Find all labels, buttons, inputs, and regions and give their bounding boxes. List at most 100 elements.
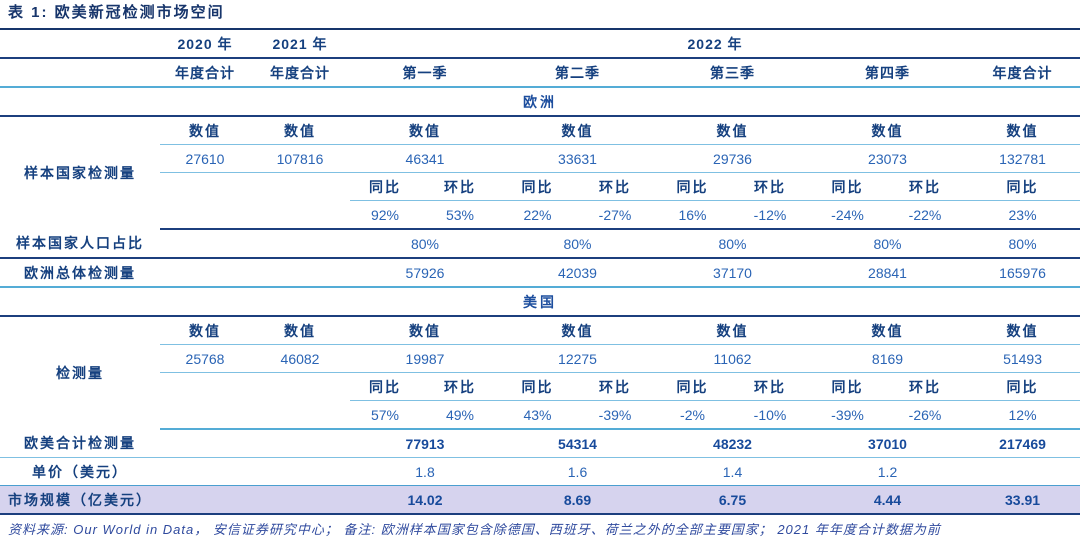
header-year-row: 2020 年 2021 年 2022 年 bbox=[0, 30, 1080, 59]
data-table: 2020 年 2021 年 2022 年 年度合计 年度合计 第一季 第二季 第… bbox=[0, 30, 1080, 515]
value-header: 数值 bbox=[500, 316, 655, 345]
yoy-header: 同比 bbox=[655, 172, 730, 201]
europe-pop-q3: 80% bbox=[655, 229, 810, 259]
europe-q2-yoy: 22% bbox=[500, 200, 575, 230]
us-tests-q2: 12275 bbox=[500, 344, 655, 373]
us-tests-q3: 11062 bbox=[655, 344, 810, 373]
section-title-europe: 欧洲 bbox=[0, 87, 1080, 117]
value-header: 数值 bbox=[965, 316, 1080, 345]
europe-sample-tests-label: 样本国家检测量 bbox=[24, 165, 136, 181]
europe-population-row: 样本国家人口占比 80% 80% 80% 80% 80% bbox=[0, 229, 1080, 259]
europe-pop-q1: 80% bbox=[350, 229, 500, 259]
cell-empty bbox=[160, 173, 250, 201]
cell-empty bbox=[250, 373, 350, 401]
cell-empty bbox=[0, 58, 160, 88]
section-title-us: 美国 bbox=[0, 287, 1080, 317]
value-header: 数值 bbox=[500, 116, 655, 145]
market-size-row: 市场规模（亿美元） 14.02 8.69 6.75 4.44 33.91 bbox=[0, 485, 1080, 515]
yoy-header: 同比 bbox=[500, 372, 575, 401]
cell-empty bbox=[250, 200, 350, 230]
combined-q2: 54314 bbox=[500, 429, 655, 458]
cell-empty bbox=[250, 485, 350, 515]
value-header: 数值 bbox=[810, 316, 965, 345]
cell-empty bbox=[250, 429, 350, 458]
europe-growth-values-row: 92% 53% 22% -27% 16% -12% -24% -22% 23% bbox=[0, 200, 1080, 230]
value-header: 数值 bbox=[655, 116, 810, 145]
europe-q2-qoq: -27% bbox=[575, 200, 655, 230]
combined-total-label: 欧美合计检测量 bbox=[0, 429, 160, 458]
us-tests-label: 检测量 bbox=[56, 365, 104, 381]
europe-growth-header-row: 同比 环比 同比 环比 同比 环比 同比 环比 同比 bbox=[0, 172, 1080, 201]
header-q1: 第一季 bbox=[350, 58, 500, 88]
europe-annual-yoy: 23% bbox=[965, 200, 1080, 230]
yoy-header: 同比 bbox=[810, 172, 885, 201]
yoy-header: 同比 bbox=[350, 172, 420, 201]
cell-empty bbox=[965, 457, 1080, 486]
yoy-header: 同比 bbox=[965, 372, 1080, 401]
yoy-header: 同比 bbox=[965, 172, 1080, 201]
us-q3-yoy: -2% bbox=[655, 400, 730, 430]
value-header: 数值 bbox=[655, 316, 810, 345]
header-2020: 2020 年 bbox=[160, 30, 250, 59]
unit-price-q1: 1.8 bbox=[350, 457, 500, 486]
us-tests-q4: 8169 bbox=[810, 344, 965, 373]
qoq-header: 环比 bbox=[420, 172, 500, 201]
us-value-header-row: 检测量 数值 数值 数值 数值 数值 数值 数值 bbox=[0, 316, 1080, 381]
combined-q3: 48232 bbox=[655, 429, 810, 458]
market-size-q3: 6.75 bbox=[655, 485, 810, 515]
us-tests-annual: 51493 bbox=[965, 344, 1080, 373]
europe-tests-2020: 27610 bbox=[160, 144, 250, 173]
market-size-q1: 14.02 bbox=[350, 485, 500, 515]
cell-empty bbox=[0, 30, 160, 59]
combined-q4: 37010 bbox=[810, 429, 965, 458]
source-note: 资料来源: Our World in Data， 安信证券研究中心； 备注: 欧… bbox=[0, 515, 1080, 541]
yoy-header: 同比 bbox=[655, 372, 730, 401]
section-row-europe: 欧洲 bbox=[0, 87, 1080, 117]
europe-pop-annual: 80% bbox=[965, 229, 1080, 259]
section-row-us: 美国 bbox=[0, 287, 1080, 317]
cell-empty bbox=[160, 400, 250, 430]
table-title: 表 1: 欧美新冠检测市场空间 bbox=[0, 0, 1080, 30]
us-growth-header-row: 同比 环比 同比 环比 同比 环比 同比 环比 同比 bbox=[0, 372, 1080, 401]
cell-empty bbox=[250, 258, 350, 288]
value-header: 数值 bbox=[160, 316, 250, 345]
qoq-header: 环比 bbox=[420, 372, 500, 401]
yoy-header: 同比 bbox=[500, 172, 575, 201]
europe-q3-yoy: 16% bbox=[655, 200, 730, 230]
value-header: 数值 bbox=[250, 316, 350, 345]
europe-tests-q4: 23073 bbox=[810, 144, 965, 173]
header-period-row: 年度合计 年度合计 第一季 第二季 第三季 第四季 年度合计 bbox=[0, 58, 1080, 88]
europe-q4-qoq: -22% bbox=[885, 200, 965, 230]
europe-q4-yoy: -24% bbox=[810, 200, 885, 230]
cell-empty bbox=[250, 173, 350, 201]
us-tests-2021: 46082 bbox=[250, 344, 350, 373]
header-2021: 2021 年 bbox=[250, 30, 350, 59]
value-header: 数值 bbox=[350, 316, 500, 345]
europe-total-q4: 28841 bbox=[810, 258, 965, 288]
cell-empty bbox=[160, 485, 250, 515]
unit-price-q4: 1.2 bbox=[810, 457, 965, 486]
europe-tests-annual: 132781 bbox=[965, 144, 1080, 173]
us-q1-yoy: 57% bbox=[350, 400, 420, 430]
unit-price-row: 单价（美元） 1.8 1.6 1.4 1.2 bbox=[0, 457, 1080, 486]
combined-q1: 77913 bbox=[350, 429, 500, 458]
europe-q1-qoq: 53% bbox=[420, 200, 500, 230]
yoy-header: 同比 bbox=[810, 372, 885, 401]
market-size-annual: 33.91 bbox=[965, 485, 1080, 515]
cell-empty bbox=[160, 429, 250, 458]
yoy-header: 同比 bbox=[350, 372, 420, 401]
europe-population-label: 样本国家人口占比 bbox=[0, 229, 160, 259]
value-header: 数值 bbox=[810, 116, 965, 145]
europe-tests-q2: 33631 bbox=[500, 144, 655, 173]
europe-q3-qoq: -12% bbox=[730, 200, 810, 230]
qoq-header: 环比 bbox=[885, 372, 965, 401]
header-2022-annual: 年度合计 bbox=[965, 58, 1080, 88]
value-header: 数值 bbox=[350, 116, 500, 145]
us-q2-yoy: 43% bbox=[500, 400, 575, 430]
europe-tests-q3: 29736 bbox=[655, 144, 810, 173]
header-q3: 第三季 bbox=[655, 58, 810, 88]
europe-total-q3: 37170 bbox=[655, 258, 810, 288]
header-2020-annual: 年度合计 bbox=[160, 58, 250, 88]
qoq-header: 环比 bbox=[575, 372, 655, 401]
